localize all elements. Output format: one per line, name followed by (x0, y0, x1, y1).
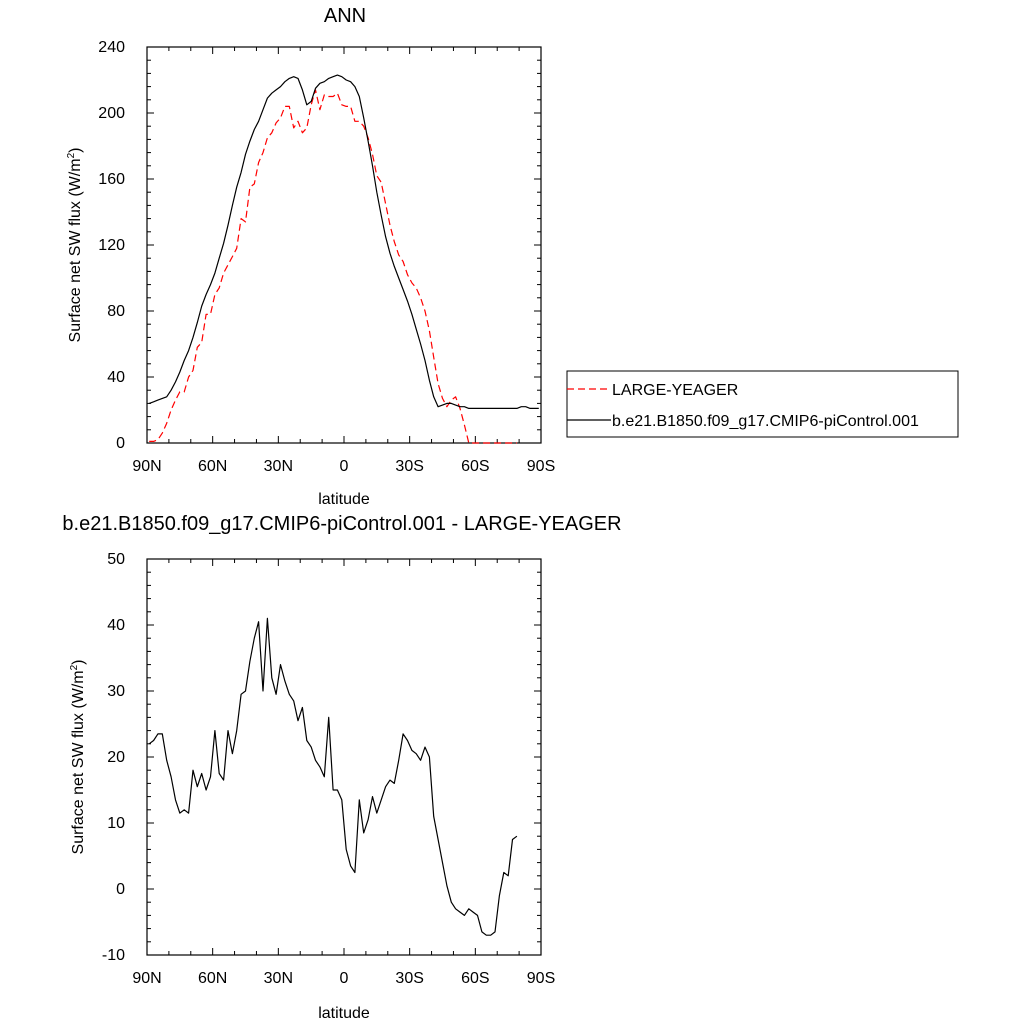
top-y-tick-label: 240 (98, 39, 125, 56)
bottom-y-tick-label: 10 (107, 815, 125, 832)
bottom-y-tick-label: 50 (107, 551, 125, 568)
bottom-x-tick-label: 30N (264, 970, 293, 987)
top-y-axis-label-main: Surface net SW flux (W/m (67, 158, 84, 342)
top-plot-border (146, 46, 542, 444)
top-x-tick-label: 90N (132, 458, 161, 475)
bottom-y-tick-label: 40 (107, 617, 125, 634)
bottom-tick-marks (146, 558, 542, 956)
top-x-tick-label: 60N (198, 458, 227, 475)
bottom-series-line-0 (148, 617, 518, 936)
bottom-y-tick-label: 30 (107, 683, 125, 700)
top-y-tick-label: 80 (107, 303, 125, 320)
top-x-tick-label: 0 (340, 458, 349, 475)
top-panel: ANN 90N 60N 30N 0 30S 60S 90S 0 40 80 120 160 200 240… (66, 5, 959, 508)
bottom-x-tick-label: 0 (340, 970, 349, 987)
top-tick-marks (146, 46, 542, 444)
bottom-chart-title: b.e21.B1850.f09_g17.CMIP6-piControl.001 … (62, 513, 621, 535)
top-y-tick-label: 40 (107, 369, 125, 386)
top-x-tick-label: 30S (395, 458, 423, 475)
top-y-tick-label: 120 (98, 237, 125, 254)
bottom-x-tick-label: 30S (395, 970, 423, 987)
top-chart-title: ANN (324, 5, 366, 27)
top-plot-frame: 90N 60N 30N 0 30S 60S 90S 0 40 80 120 160 200 240 (98, 39, 555, 475)
bottom-y-tick-label: 20 (107, 749, 125, 766)
bottom-y-axis-label-close: ) (70, 660, 87, 665)
bottom-x-axis-label: latitude (318, 1005, 370, 1022)
top-y-axis-label-sup: 2 (66, 152, 77, 158)
bottom-y-axis-label-main: Surface net SW flux (W/m (70, 670, 87, 854)
legend-box (566, 370, 959, 438)
bottom-plot-border (146, 558, 542, 956)
bottom-x-tick-label: 60S (461, 970, 489, 987)
legend-label-large-yeager: LARGE-YEAGER (612, 382, 738, 399)
top-y-axis-label: Surface net SW flux (W/m2) (66, 148, 84, 343)
bottom-tick-labels: 90N 60N 30N 0 30S 60S 90S -10 0 10 20 30 40 50 (102, 551, 555, 987)
top-series-line-1 (148, 74, 539, 409)
top-y-axis-label-close: ) (67, 148, 84, 153)
top-series-line-0 (149, 89, 517, 444)
bottom-y-tick-label: 0 (116, 881, 125, 898)
top-x-axis-label: latitude (318, 491, 370, 508)
bottom-x-tick-label: 90N (132, 970, 161, 987)
legend-label-picontrol: b.e21.B1850.f09_g17.CMIP6-piControl.001 (612, 413, 919, 430)
bottom-series-lines (148, 617, 518, 936)
top-y-tick-label: 200 (98, 105, 125, 122)
top-tick-labels: 90N 60N 30N 0 30S 60S 90S 0 40 80 120 160 200 240 (98, 39, 555, 475)
bottom-x-tick-label: 60N (198, 970, 227, 987)
top-y-tick-label: 160 (98, 171, 125, 188)
bottom-y-axis-label-sup: 2 (69, 664, 80, 670)
bottom-panel: b.e21.B1850.f09_g17.CMIP6-piControl.001 … (62, 513, 621, 1022)
top-x-tick-label: 90S (527, 458, 555, 475)
top-x-tick-label: 30N (264, 458, 293, 475)
bottom-plot-frame: 90N 60N 30N 0 30S 60S 90S -10 0 10 20 30 40 50 (102, 551, 555, 987)
bottom-y-axis-label: Surface net SW flux (W/m2) (69, 660, 87, 855)
bottom-x-tick-label: 90S (527, 970, 555, 987)
legend: LARGE-YEAGER b.e21.B1850.f09_g17.CMIP6-p… (566, 370, 959, 438)
bottom-y-tick-label: -10 (102, 947, 125, 964)
top-y-tick-label: 0 (116, 435, 125, 452)
top-series-lines (148, 74, 539, 444)
top-x-tick-label: 60S (461, 458, 489, 475)
